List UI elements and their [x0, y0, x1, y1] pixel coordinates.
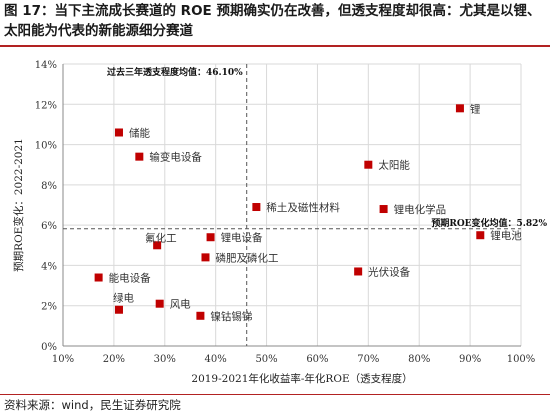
chart-area: 0% 2% 4% 6% 8% 10% 12% 14% 10% 20% 30% 40% 50% 60% 70%…	[0, 48, 550, 393]
scatter-chart: 0% 2% 4% 6% 8% 10% 12% 14% 10% 20% 30% 40% 50% 60% 70%…	[12, 60, 547, 385]
data-point-label: 氟化工	[145, 231, 177, 244]
data-point	[206, 233, 215, 242]
figure-title: 图 17：当下主流成长赛道的 ROE 预期确实仍在改善，但透支程度却很高：尤其是…	[4, 3, 541, 39]
y-tick-label: 2%	[41, 302, 57, 313]
source-note: 资料来源：wind，民生证券研究院	[4, 398, 181, 412]
data-point	[364, 160, 373, 169]
data-point-label: 输变电设备	[149, 151, 202, 164]
y-tick-label: 14%	[35, 60, 57, 71]
x-tick-label: 10%	[52, 354, 74, 365]
data-point-label: 锂电池	[490, 229, 522, 242]
data-point-label: 能电设备	[109, 272, 151, 285]
x-tick-label: 40%	[205, 354, 227, 365]
y-tick-label: 6%	[41, 221, 57, 232]
data-point-label: 光伏设备	[368, 265, 410, 278]
data-point-label: 绿电	[113, 292, 134, 305]
data-point-label: 太阳能	[378, 159, 410, 172]
data-point-label: 稀土及磁性材料	[266, 201, 340, 214]
x-tick-label: 50%	[255, 354, 277, 365]
y-tick-label: 10%	[35, 141, 57, 152]
data-point	[354, 267, 363, 276]
data-point	[201, 253, 210, 262]
y-tick-label: 12%	[35, 100, 57, 111]
data-point-label: 锂电设备	[221, 231, 263, 244]
data-point	[94, 273, 103, 282]
y-mean-reference-label: 预期ROE变化均值：5.82%	[431, 217, 547, 229]
x-mean-reference-label: 过去三年透支程度均值：46.10%	[107, 66, 243, 78]
data-point	[455, 104, 464, 113]
x-tick-label: 70%	[357, 354, 379, 365]
y-axis-title: 预期ROE变化：2022-2021	[12, 138, 25, 272]
data-point-label: 磷肥及磷化工	[215, 251, 278, 264]
data-point-label: 风电	[170, 298, 191, 311]
data-point	[252, 203, 261, 212]
x-tick-label: 90%	[459, 354, 481, 365]
x-axis-title: 2019-2021年化收益率-年化ROE（透支程度）	[191, 372, 412, 385]
data-point	[379, 205, 388, 214]
data-point	[476, 231, 485, 240]
data-point	[153, 241, 162, 250]
data-point-label: 储能	[129, 126, 150, 139]
y-tick-label: 8%	[41, 181, 57, 192]
x-tick-label: 60%	[306, 354, 328, 365]
data-point-label: 镍钴锡锑	[210, 310, 252, 323]
x-tick-label: 100%	[507, 354, 536, 365]
bottom-divider	[0, 394, 550, 395]
data-point	[155, 299, 164, 308]
data-point	[114, 305, 123, 314]
data-point	[114, 128, 123, 137]
x-tick-label: 30%	[154, 354, 176, 365]
data-point-label: 锂	[470, 102, 481, 115]
data-point-label: 锂电化学品	[394, 203, 447, 216]
y-tick-label: 0%	[41, 342, 57, 353]
data-point	[196, 311, 205, 320]
x-tick-label: 20%	[103, 354, 125, 365]
x-tick-label: 80%	[408, 354, 430, 365]
title-divider	[0, 45, 550, 47]
data-point	[135, 152, 144, 161]
y-tick-label: 4%	[41, 261, 57, 272]
